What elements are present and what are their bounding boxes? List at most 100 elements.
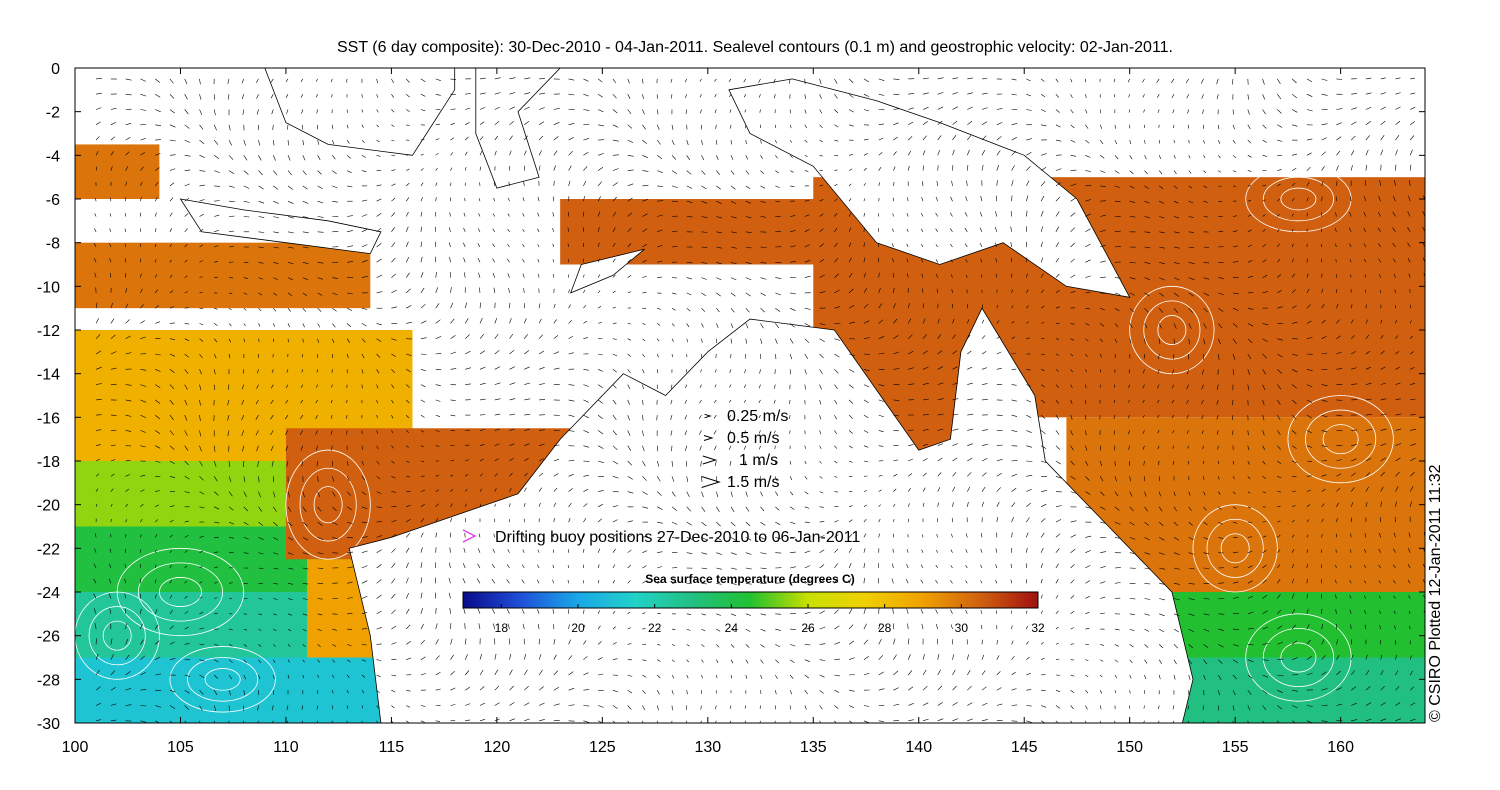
velocity-arrow	[462, 563, 466, 569]
velocity-arrow	[849, 674, 855, 676]
velocity-arrow	[834, 139, 839, 142]
velocity-arrow	[656, 353, 659, 358]
velocity-arrow	[1203, 200, 1208, 203]
velocity-arrow	[760, 155, 763, 160]
velocity-arrow	[1129, 659, 1133, 664]
velocity-arrow	[1292, 490, 1297, 492]
velocity-arrow	[1114, 460, 1116, 467]
velocity-arrow	[1409, 164, 1412, 171]
velocity-arrow	[155, 490, 160, 492]
buoy-marker-icon	[462, 529, 477, 543]
velocity-arrow	[907, 136, 913, 141]
velocity-arrow	[1188, 185, 1193, 189]
velocity-arrow	[848, 257, 852, 263]
velocity-arrow	[686, 613, 692, 615]
velocity-arrow	[479, 92, 486, 95]
velocity-arrow	[287, 185, 293, 190]
velocity-arrow	[730, 216, 737, 219]
velocity-arrow	[199, 581, 203, 584]
velocity-arrow	[729, 369, 732, 374]
velocity-arrow	[243, 170, 249, 175]
velocity-arrow	[627, 674, 633, 677]
velocity-arrow	[1409, 471, 1415, 477]
velocity-arrow	[1216, 384, 1219, 390]
velocity-arrow	[1365, 334, 1370, 339]
velocity-arrow	[420, 460, 425, 462]
velocity-arrow	[627, 534, 633, 538]
velocity-arrow	[1365, 135, 1370, 141]
velocity-arrow	[169, 290, 174, 294]
velocity-arrow	[1277, 169, 1282, 171]
velocity-arrow	[1113, 415, 1116, 419]
velocity-arrow	[1188, 216, 1194, 218]
velocity-arrow	[612, 227, 616, 232]
velocity-arrow	[1129, 628, 1135, 632]
velocity-arrow	[701, 659, 704, 663]
velocity-arrow	[583, 689, 590, 691]
velocity-arrow	[1217, 720, 1219, 723]
velocity-arrow	[1156, 78, 1160, 83]
velocity-arrow	[435, 517, 439, 523]
velocity-arrow	[524, 653, 527, 660]
velocity-arrow	[922, 718, 929, 722]
velocity-arrow	[110, 638, 113, 645]
velocity-arrow	[125, 319, 130, 324]
velocity-arrow	[642, 384, 644, 390]
velocity-arrow	[627, 549, 632, 553]
velocity-arrow	[464, 167, 467, 171]
velocity-arrow	[849, 476, 853, 478]
velocity-arrow	[1203, 170, 1207, 174]
velocity-arrow	[671, 353, 673, 358]
velocity-arrow	[213, 720, 215, 723]
velocity-arrow	[140, 689, 147, 691]
velocity-arrow	[154, 212, 157, 217]
velocity-arrow	[199, 124, 204, 130]
velocity-arrow	[597, 109, 604, 113]
velocity-arrow	[524, 472, 528, 477]
velocity-arrow	[287, 659, 290, 663]
velocity-arrow	[553, 487, 558, 492]
velocity-arrow	[1070, 430, 1073, 436]
velocity-arrow	[199, 170, 206, 172]
velocity-arrow	[1349, 196, 1352, 202]
velocity-arrow	[1040, 384, 1045, 388]
velocity-arrow	[686, 170, 692, 175]
velocity-arrow	[834, 369, 839, 374]
velocity-arrow	[1377, 211, 1381, 217]
velocity-arrow	[493, 287, 496, 293]
velocity-arrow	[1188, 644, 1194, 649]
velocity-arrow	[701, 246, 708, 249]
velocity-arrow	[1127, 430, 1130, 435]
velocity-arrow	[568, 517, 571, 523]
velocity-arrow	[1188, 674, 1191, 680]
velocity-arrow	[464, 302, 467, 309]
velocity-arrow	[612, 399, 617, 405]
velocity-arrow	[863, 639, 869, 645]
velocity-arrow	[1410, 77, 1415, 80]
velocity-arrow	[509, 150, 512, 156]
velocity-arrow	[568, 289, 570, 293]
velocity-arrow	[243, 506, 248, 512]
velocity-arrow	[552, 196, 555, 202]
velocity-arrow	[1262, 291, 1268, 294]
velocity-arrow	[935, 564, 938, 569]
velocity-arrow	[716, 216, 723, 219]
velocity-arrow	[258, 307, 262, 312]
velocity-arrow	[745, 552, 752, 555]
velocity-arrow	[848, 505, 853, 508]
velocity-arrow	[301, 705, 304, 710]
velocity-arrow	[93, 257, 97, 263]
velocity-arrow	[1100, 260, 1106, 263]
velocity-arrow	[317, 537, 324, 540]
velocity-arrow	[598, 321, 602, 324]
velocity-arrow	[317, 155, 321, 160]
velocity-arrow	[1026, 305, 1029, 309]
velocity-arrow	[656, 124, 660, 130]
velocity-arrow	[834, 578, 838, 584]
velocity-arrow	[1128, 109, 1130, 113]
velocity-arrow	[199, 199, 205, 202]
velocity-arrow	[834, 109, 839, 114]
velocity-arrow	[332, 353, 334, 359]
velocity-arrow	[1157, 369, 1160, 374]
velocity-arrow	[612, 430, 617, 436]
